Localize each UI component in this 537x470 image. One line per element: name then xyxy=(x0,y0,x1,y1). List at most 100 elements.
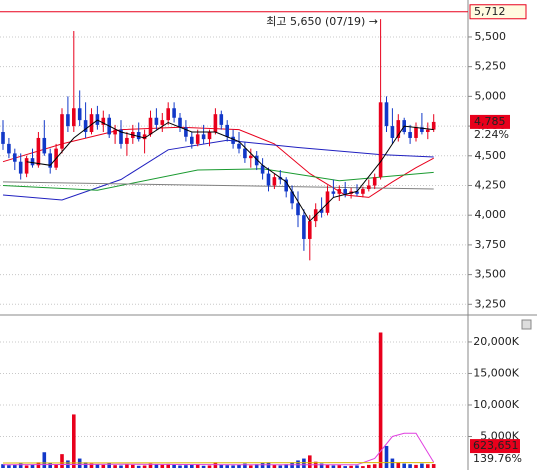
volume-bar xyxy=(136,465,141,468)
candle-body xyxy=(201,134,206,140)
candle-body xyxy=(426,129,430,133)
y-tick-label: 5,000 xyxy=(475,89,507,102)
volume-bar xyxy=(337,465,342,468)
high-label: 5,712 xyxy=(474,5,506,18)
candle-body xyxy=(361,189,365,194)
candle-body xyxy=(390,126,395,138)
candle-body xyxy=(83,120,88,133)
candle-body xyxy=(243,148,247,159)
volume-bar xyxy=(1,464,5,468)
volume-bar xyxy=(195,464,200,468)
volume-bar xyxy=(160,464,165,468)
candle-body xyxy=(408,132,412,138)
candle-body xyxy=(308,221,312,239)
candle-body xyxy=(184,127,188,137)
volume-bar xyxy=(249,465,253,468)
y-tick-label: 4,250 xyxy=(475,178,507,191)
candle-body xyxy=(325,191,330,213)
volume-bar xyxy=(142,465,147,468)
candle-body xyxy=(119,129,123,144)
volume-bar xyxy=(113,465,117,468)
volume-bar xyxy=(349,465,353,468)
candle-body xyxy=(160,120,165,125)
candle-body xyxy=(190,136,194,144)
candle-body xyxy=(355,191,359,194)
volume-bar xyxy=(384,445,389,468)
volume-bar xyxy=(231,465,235,468)
volume-bar xyxy=(83,462,88,468)
volume-average xyxy=(2,432,435,466)
volume-bar xyxy=(361,466,365,468)
candle-body xyxy=(384,102,389,127)
candle-body xyxy=(42,137,47,154)
candle-body xyxy=(77,108,82,121)
moving-average xyxy=(26,119,434,222)
y-tick-label: 3,250 xyxy=(475,297,507,310)
y-tick-label: 5,250 xyxy=(475,60,507,73)
candle-body xyxy=(378,102,383,178)
last-volume-box xyxy=(470,439,520,454)
y-tick-label: 4,000 xyxy=(475,208,507,221)
volume-bar xyxy=(284,464,288,468)
volume-bar xyxy=(331,465,336,468)
volume-bar xyxy=(24,465,29,468)
candle-body xyxy=(125,137,129,144)
y-tick-label: 3,750 xyxy=(475,238,507,251)
candle-body xyxy=(89,114,94,133)
candle-body xyxy=(36,137,41,166)
candle-body xyxy=(396,120,401,138)
y-tick-label: 20,000K xyxy=(473,335,519,348)
volume-bar xyxy=(119,465,123,468)
candle-body xyxy=(148,117,153,135)
candle-body xyxy=(331,191,336,194)
last-price-label: 4,785 xyxy=(474,115,506,128)
candle-body xyxy=(195,134,200,144)
candle-body xyxy=(7,143,11,154)
volume-bar xyxy=(343,466,347,468)
volume-bar xyxy=(18,463,23,468)
candle-body xyxy=(249,155,253,159)
volume-bar xyxy=(308,455,312,468)
candle-body xyxy=(272,177,277,186)
volume-bar xyxy=(260,462,265,468)
volume-bar xyxy=(166,463,170,468)
candle-body xyxy=(231,136,235,144)
candle-body xyxy=(207,132,212,140)
volume-bar xyxy=(396,462,401,468)
y-tick-label: 5,500 xyxy=(475,30,507,43)
volume-bar xyxy=(296,460,300,468)
moving-average xyxy=(2,126,434,198)
candle-body xyxy=(266,173,271,186)
volume-bar xyxy=(125,464,129,468)
candle-body xyxy=(254,155,259,166)
candle-body xyxy=(367,185,371,190)
volume-bar xyxy=(107,462,111,468)
volume-bar xyxy=(207,465,212,468)
candle-body xyxy=(30,158,35,166)
volume-bar xyxy=(278,465,283,468)
volume-bar xyxy=(243,463,247,468)
candle-body xyxy=(372,177,377,186)
volume-bar xyxy=(201,465,206,468)
candle-body xyxy=(296,203,300,216)
panel-button[interactable] xyxy=(521,319,532,330)
candle-body xyxy=(225,124,229,137)
candle-body xyxy=(101,117,106,125)
volume-bar xyxy=(154,464,159,468)
candle-body xyxy=(172,108,176,118)
volume-bar xyxy=(184,465,188,468)
volume-bar xyxy=(148,463,153,468)
candle-body xyxy=(260,165,265,174)
volume-bar xyxy=(13,464,17,468)
y-tick-label: 15,000K xyxy=(473,366,519,379)
volume-bar xyxy=(390,458,395,468)
volume-bar xyxy=(60,454,64,468)
candle-body xyxy=(284,179,288,192)
volume-bar xyxy=(372,464,377,468)
volume-bar xyxy=(319,463,324,468)
candle-body xyxy=(213,114,218,133)
volume-bar xyxy=(219,464,224,468)
